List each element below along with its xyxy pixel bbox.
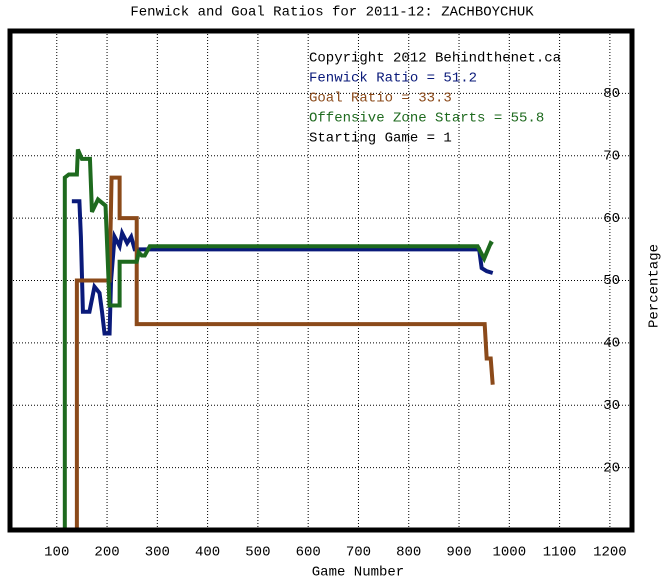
- x-tick-label: 400: [195, 545, 220, 561]
- labels: 100 200 300 400 500 600 700 800 900 1000 1100 1200 2…: [44, 51, 627, 561]
- x-tick-label: 800: [396, 545, 421, 561]
- y-tick-label: 20: [603, 460, 620, 476]
- x-tick-label: 100: [44, 545, 69, 561]
- y-tick-label: 80: [603, 86, 620, 102]
- series-line: [62, 148, 494, 528]
- y-tick-label: 70: [603, 148, 620, 164]
- x-tick-label: 700: [346, 545, 371, 561]
- annotation: Copyright 2012 Behindthenet.ca: [309, 51, 561, 67]
- plot-frame: [7, 28, 635, 533]
- x-tick-label: 1000: [493, 545, 527, 561]
- y-tick-label: 30: [603, 398, 620, 414]
- y-tick-label: 40: [603, 336, 620, 352]
- plot-area: [62, 148, 495, 528]
- annotation: Goal Ratio = 33.3: [309, 91, 452, 107]
- series-line: [74, 175, 495, 528]
- x-tick-label: 1100: [543, 545, 577, 561]
- series-line: [71, 199, 494, 336]
- x-tick-label: 300: [145, 545, 170, 561]
- annotation: Offensive Zone Starts = 55.8: [309, 111, 544, 127]
- x-axis-label: Game Number: [312, 565, 404, 580]
- x-tick-label: 500: [245, 545, 270, 561]
- x-tick-label: 1200: [593, 545, 627, 561]
- y-tick-label: 50: [603, 273, 620, 289]
- y-tick-label: 60: [603, 211, 620, 227]
- x-tick-label: 900: [446, 545, 471, 561]
- annotation: Fenwick Ratio = 51.2: [309, 71, 477, 87]
- y-axis-label: Percentage: [647, 244, 663, 328]
- x-tick-label: 600: [296, 545, 321, 561]
- x-tick-label: 200: [94, 545, 119, 561]
- annotation: Starting Game = 1: [309, 131, 452, 147]
- chart-title: Fenwick and Goal Ratios for 2011-12: ZAC…: [130, 5, 534, 21]
